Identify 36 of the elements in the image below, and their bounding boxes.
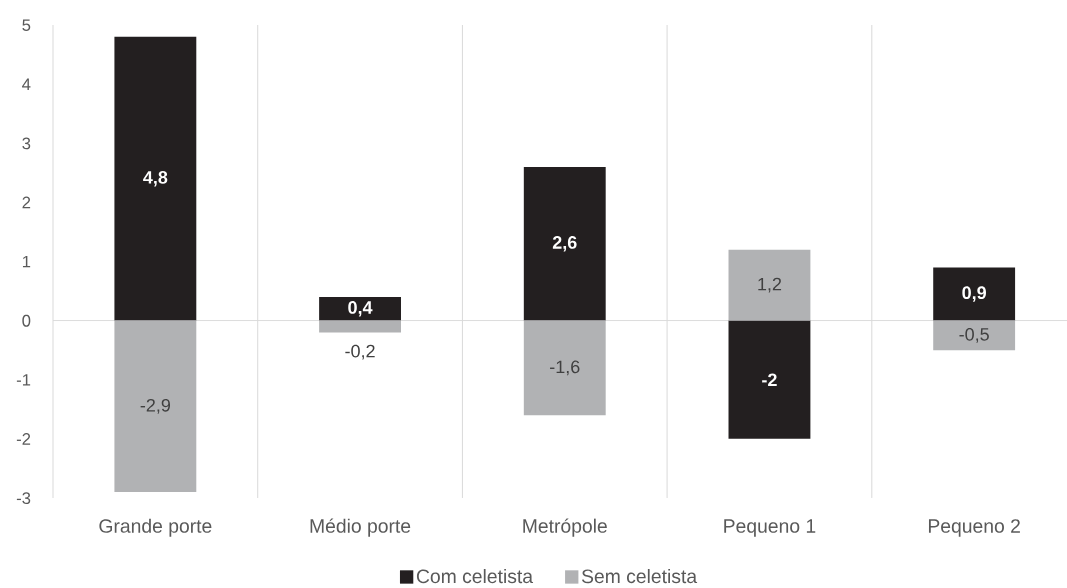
bar [933, 267, 1016, 321]
y-tick-label: -3 [16, 492, 31, 505]
legend-label: Sem celetista [581, 568, 698, 584]
bar [728, 249, 811, 321]
x-tick-label: Metrópole [523, 518, 607, 537]
bar [114, 36, 197, 321]
y-tick-label: 4 [22, 78, 31, 90]
data-label: -2,9 [140, 398, 171, 414]
data-label: 2,6 [552, 236, 577, 252]
data-label: -0,5 [959, 327, 989, 343]
data-label: -2 [762, 373, 777, 387]
data-label: 0,9 [962, 286, 986, 302]
y-tick-label: 5 [22, 19, 31, 32]
bar [114, 320, 197, 493]
y-tick-label: -1 [16, 374, 31, 386]
x-tick-label: Pequeno 2 [928, 519, 1020, 537]
data-label: 0,4 [348, 301, 373, 317]
data-label: -1,6 [550, 360, 580, 376]
bar [933, 320, 1016, 351]
bar [523, 320, 606, 416]
bar [523, 166, 606, 321]
bar [728, 320, 811, 439]
bar [319, 320, 401, 333]
x-tick-label: Grande porte [99, 518, 212, 537]
y-tick-label: 3 [22, 137, 31, 150]
y-tick-label: 2 [22, 196, 31, 209]
legend-label: Com celetista [416, 568, 534, 584]
data-label: 1,2 [758, 277, 782, 293]
y-tick-label: -2 [16, 433, 31, 445]
data-label: 4,8 [143, 171, 168, 187]
x-tick-label: Médio porte [310, 518, 411, 537]
data-label: -0,2 [345, 344, 375, 360]
x-tick-label: Pequeno 1 [724, 519, 816, 537]
y-tick-label: 0 [22, 314, 31, 327]
y-tick-label: 1 [22, 255, 31, 268]
bar [319, 296, 401, 321]
